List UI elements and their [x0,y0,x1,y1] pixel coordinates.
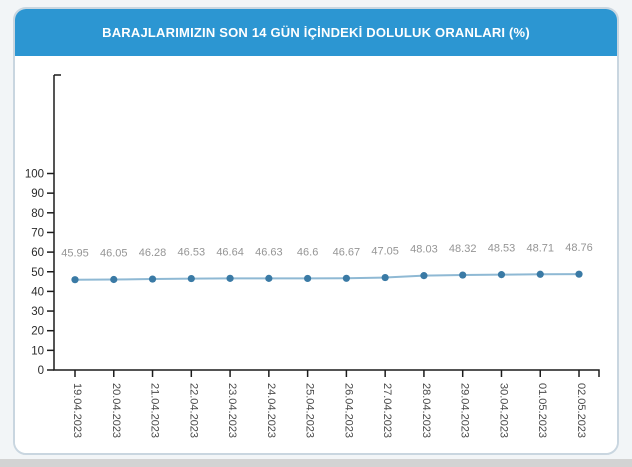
svg-text:48.53: 48.53 [488,243,516,255]
svg-text:46.05: 46.05 [100,248,128,260]
svg-text:48.76: 48.76 [565,242,593,254]
svg-text:23.04.2023: 23.04.2023 [226,383,238,438]
svg-text:46.28: 46.28 [139,247,167,259]
chart-title-bar: BARAJLARIMIZIN SON 14 GÜN İÇİNDEKİ DOLUL… [15,9,617,56]
svg-text:30.04.2023: 30.04.2023 [497,383,509,438]
svg-text:20.04.2023: 20.04.2023 [110,383,122,438]
svg-text:24.04.2023: 24.04.2023 [265,383,277,438]
svg-text:80: 80 [31,208,44,220]
line-chart: 0 10 20 30 40 50 60 70 80 90 100 19.04.2023 20.04.20… [25,74,600,438]
svg-text:47.05: 47.05 [371,246,399,258]
svg-text:19.04.2023: 19.04.2023 [71,383,83,438]
svg-text:25.04.2023: 25.04.2023 [304,383,316,438]
chart-title: BARAJLARIMIZIN SON 14 GÜN İÇİNDEKİ DOLUL… [102,25,530,40]
svg-text:21.04.2023: 21.04.2023 [149,383,161,438]
svg-text:46.53: 46.53 [178,247,206,259]
svg-text:45.95: 45.95 [61,248,89,260]
svg-text:22.04.2023: 22.04.2023 [187,383,199,438]
svg-text:0: 0 [38,365,44,377]
chart-card: BARAJLARIMIZIN SON 14 GÜN İÇİNDEKİ DOLUL… [13,7,619,455]
bottom-strip [0,459,632,467]
svg-text:50: 50 [31,267,44,279]
svg-text:26.04.2023: 26.04.2023 [342,383,354,438]
svg-text:28.04.2023: 28.04.2023 [420,383,432,438]
svg-text:27.04.2023: 27.04.2023 [381,383,393,438]
svg-text:10: 10 [31,345,44,357]
svg-text:46.6: 46.6 [297,246,318,258]
svg-text:100: 100 [25,169,44,181]
svg-text:60: 60 [31,247,44,259]
svg-text:29.04.2023: 29.04.2023 [459,383,471,438]
svg-text:46.67: 46.67 [333,246,361,258]
svg-text:02.05.2023: 02.05.2023 [575,383,587,438]
svg-text:46.63: 46.63 [255,246,283,258]
svg-text:40: 40 [31,286,44,298]
svg-text:48.71: 48.71 [526,242,554,254]
svg-text:20: 20 [31,326,44,338]
svg-text:48.32: 48.32 [449,243,477,255]
svg-text:30: 30 [31,306,44,318]
svg-text:46.64: 46.64 [216,246,244,258]
svg-text:90: 90 [31,188,44,200]
chart-area: 0 10 20 30 40 50 60 70 80 90 100 19.04.2023 20.04.20… [15,56,617,453]
svg-text:48.03: 48.03 [410,244,438,256]
svg-text:70: 70 [31,227,44,239]
svg-text:01.05.2023: 01.05.2023 [536,383,548,438]
